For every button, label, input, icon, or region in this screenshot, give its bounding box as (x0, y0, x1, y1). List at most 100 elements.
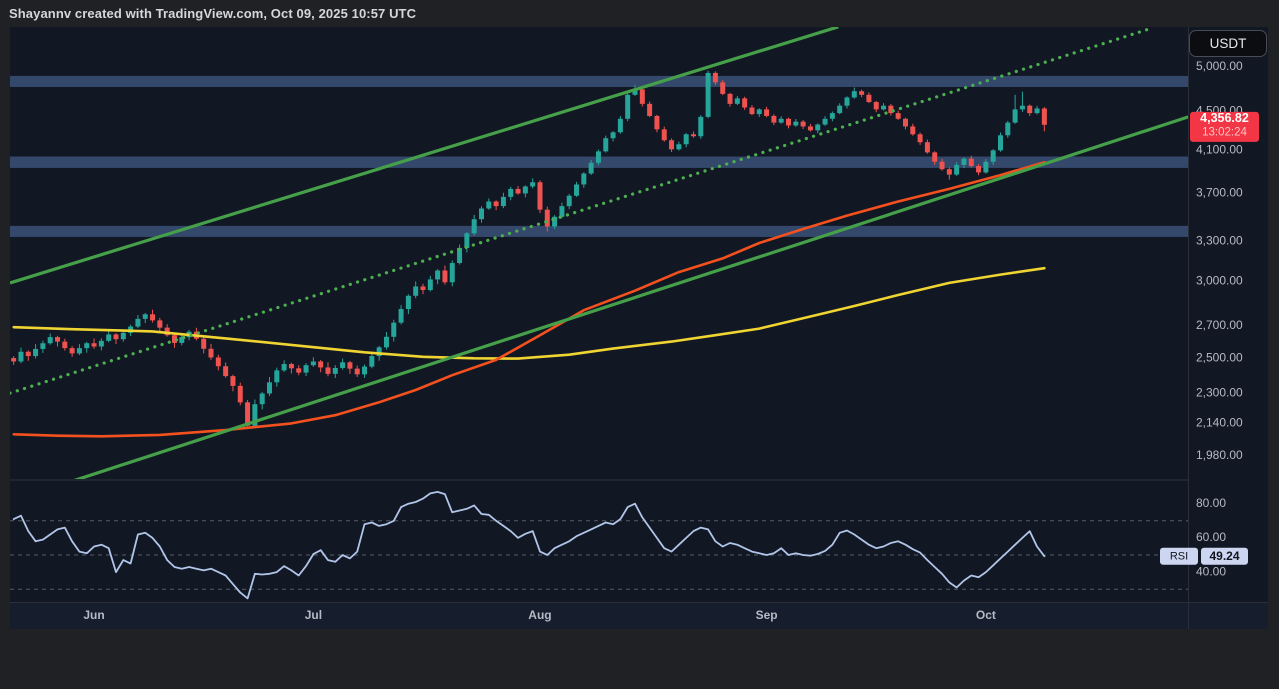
candle-body (530, 182, 536, 187)
rsi-name-text: RSI (1170, 551, 1188, 563)
candle (464, 232, 470, 253)
quote-currency-button[interactable]: USDT (1189, 30, 1267, 57)
candle (661, 126, 667, 142)
candle-body (837, 105, 843, 114)
candle (405, 294, 411, 315)
ma-orange-line[interactable] (12, 161, 1046, 438)
candle-body (983, 161, 989, 173)
candle (208, 343, 214, 360)
candle-body (427, 279, 433, 291)
candle (11, 356, 17, 365)
candle-body (354, 368, 360, 375)
candle-body (259, 393, 265, 405)
rsi-value-badge (1201, 547, 1248, 565)
candle-body (998, 135, 1003, 151)
candle (837, 103, 843, 115)
candle (771, 114, 777, 126)
candle (18, 347, 24, 364)
candle (223, 362, 229, 378)
price-tick-label: 3,300.00 (1196, 234, 1243, 248)
candle-body (464, 233, 470, 248)
candle (720, 80, 726, 96)
candle (1034, 105, 1040, 115)
candle (939, 158, 945, 171)
time-scale[interactable]: Jun Jul Aug Sep Oct (83, 608, 995, 622)
separators (10, 27, 1268, 629)
candle (654, 114, 660, 133)
candle (522, 185, 528, 198)
candle (157, 317, 163, 332)
footer: TradingView (0, 630, 1279, 689)
candle (793, 118, 799, 127)
price-scale[interactable]: 5,000.004,500.004,100.003,700.003,300.00… (1196, 59, 1243, 462)
candle (449, 260, 455, 287)
candle-body (954, 164, 960, 175)
ma-yellow-line[interactable] (12, 266, 1046, 360)
candle (69, 346, 75, 357)
candle (420, 283, 426, 295)
candle-body (215, 357, 221, 367)
candle-body (1005, 122, 1011, 136)
horizontal-zone[interactable] (10, 225, 1188, 237)
last-price-value: 4,356.82 (1200, 111, 1249, 125)
candle (413, 281, 419, 299)
candle-body (267, 382, 272, 394)
candle-body (230, 376, 236, 386)
candle-body (208, 348, 214, 358)
rsi-line[interactable] (12, 491, 1046, 600)
candle-body (822, 118, 828, 125)
candle-body (486, 201, 492, 209)
candle (76, 344, 82, 356)
moving-averages-group[interactable] (12, 161, 1046, 438)
candle-body (376, 347, 382, 357)
trendline-ascending-channel-lower[interactable] (14, 115, 1189, 500)
candle-body (40, 343, 46, 349)
candle (756, 108, 762, 117)
rsi-value-label: RSI 49.24 (1160, 547, 1248, 565)
candle (40, 340, 46, 353)
candle-body (881, 105, 887, 110)
horizontal-zone[interactable] (10, 75, 1188, 87)
last-price-label: 4,356.82 13:02:24 (1190, 111, 1259, 142)
candle (647, 101, 653, 118)
candle-body (252, 404, 258, 426)
candle-body (18, 351, 24, 362)
candle-body (690, 134, 696, 137)
last-price-badge (1190, 111, 1259, 142)
candle-body (793, 121, 799, 126)
candle (676, 141, 682, 151)
candle (325, 362, 331, 377)
candle (120, 329, 126, 342)
candle (829, 111, 835, 122)
candle (55, 335, 61, 347)
candle (383, 332, 389, 350)
rsi-pane[interactable]: 80.00 60.00 40.00 (10, 491, 1226, 600)
candle (84, 341, 90, 353)
candle (617, 115, 623, 134)
candle-body (435, 270, 441, 280)
candle (179, 334, 185, 346)
candle (457, 244, 463, 265)
candle (639, 88, 645, 107)
candle (544, 206, 550, 232)
candle-body (559, 206, 565, 217)
candle-body (413, 286, 419, 296)
candle-body (990, 150, 996, 162)
candle (588, 159, 594, 176)
candle (698, 115, 704, 139)
candle-body (405, 295, 411, 310)
candle-body (383, 336, 389, 348)
candle (778, 116, 784, 124)
candle (318, 359, 324, 373)
candle-body (946, 169, 952, 175)
candle-body (683, 134, 689, 145)
candle (47, 333, 53, 345)
candle-body (917, 134, 923, 143)
candle (259, 391, 265, 410)
candle-body (347, 362, 353, 369)
candle-body (537, 182, 543, 210)
trendline-ascending-channel-upper[interactable] (10, 27, 839, 285)
trendlines-group[interactable] (10, 27, 1188, 500)
